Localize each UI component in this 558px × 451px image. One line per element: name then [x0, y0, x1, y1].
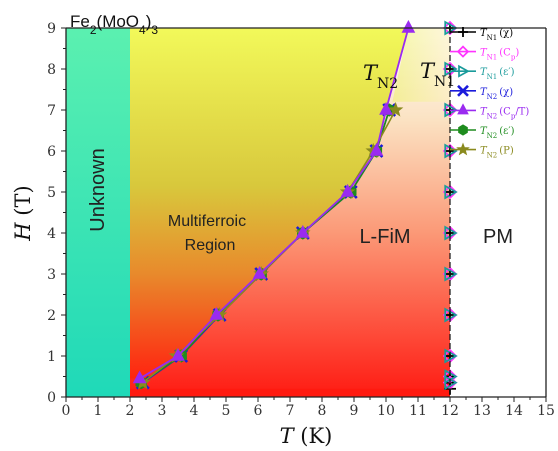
chart-legend: TN1 (χ) TN1 (Cp) TN1 (ε′) TN2 (χ) TN2 (Cp/T) TN2 (ε…	[450, 27, 529, 160]
y-tick-label: 3	[47, 267, 56, 283]
legend-marker	[458, 124, 468, 136]
x-tick-label: 14	[505, 403, 523, 419]
legend-label: TN1 (Cp)	[480, 48, 519, 62]
region-label-pm: PM	[483, 226, 513, 248]
x-tick-label: 6	[254, 403, 263, 419]
series-point	[209, 306, 224, 320]
y-tick-label: 0	[47, 390, 56, 406]
legend-label: TN1 (ε′)	[480, 67, 515, 81]
region-multiferroic-fill	[130, 28, 409, 379]
legend-marker	[457, 103, 469, 115]
legend-label: TN2 (P)	[480, 146, 514, 160]
series-point	[295, 224, 310, 238]
legend-entry: TN1 (ε′)	[450, 64, 515, 81]
legend-entry: TN2 (ε′)	[450, 124, 515, 140]
legend-label: TN2 (ε′)	[480, 126, 515, 140]
legend-entry: TN2 (Cp/T)	[450, 103, 529, 120]
chart-title: Fe2(MoO4)3	[70, 12, 158, 37]
legend-entry: TN1 (χ)	[450, 27, 513, 42]
y-tick-label: 9	[47, 21, 56, 37]
x-tick-label: 12	[441, 403, 459, 419]
y-tick-label: 5	[47, 185, 56, 201]
legend-marker	[458, 27, 468, 37]
region-label-unknown: Unknown	[87, 148, 109, 231]
legend-label: TN1 (χ)	[480, 28, 513, 42]
series-point	[401, 19, 416, 33]
series-point	[171, 347, 185, 361]
y-tick-label: 4	[47, 226, 56, 242]
phase-regions	[66, 28, 450, 397]
legend-marker	[457, 84, 469, 97]
region-label-multiferroic-line2: Region	[185, 237, 236, 254]
legend-entry: TN1 (Cp)	[450, 45, 519, 62]
legend-entry: TN2 (χ)	[450, 84, 513, 101]
region-label-multiferroic-line1: Multiferroic	[168, 213, 246, 230]
series-point	[387, 101, 404, 117]
x-axis-title: T (K)	[280, 424, 333, 448]
y-tick-label: 7	[47, 103, 56, 119]
x-tick-label: 3	[158, 403, 167, 419]
region-label-lfim: L-FiM	[359, 226, 410, 248]
series-point	[369, 142, 384, 156]
legend-entry: TN2 (P)	[450, 142, 514, 160]
region-upper-fade	[392, 28, 450, 102]
x-tick-label: 0	[62, 403, 71, 419]
legend-marker	[456, 45, 470, 58]
x-tick-label: 4	[190, 403, 199, 419]
region-unknown-fill	[66, 28, 130, 397]
y-tick-label: 2	[47, 308, 56, 324]
y-tick-label: 8	[47, 62, 56, 78]
curve-label-tn1: TN1	[420, 59, 455, 90]
y-tick-label: 1	[47, 349, 56, 365]
x-tick-label: 2	[126, 403, 135, 419]
series-point	[252, 265, 267, 279]
y-tick-label: 6	[47, 144, 56, 160]
legend-marker	[456, 142, 470, 156]
x-tick-label: 8	[318, 403, 327, 419]
region-base-strip	[130, 388, 450, 397]
x-tick-label: 5	[222, 403, 231, 419]
x-tick-label: 9	[350, 403, 359, 419]
legend-label: TN2 (Cp/T)	[480, 106, 529, 120]
series-point	[340, 183, 355, 197]
x-tick-label: 7	[286, 403, 295, 419]
x-tick-label: 1	[94, 403, 103, 419]
legend-marker	[458, 64, 470, 78]
series-point	[132, 370, 147, 384]
y-axis-title: H (T)	[11, 185, 35, 241]
series-point	[379, 101, 393, 115]
x-tick-label: 13	[473, 403, 491, 419]
x-tick-label: 15	[537, 403, 555, 419]
x-tick-label: 11	[409, 403, 427, 419]
curve-label-tn2: TN2	[363, 61, 398, 92]
legend-label: TN2 (χ)	[480, 87, 513, 101]
series-4	[132, 19, 416, 384]
x-tick-label: 10	[377, 403, 395, 419]
